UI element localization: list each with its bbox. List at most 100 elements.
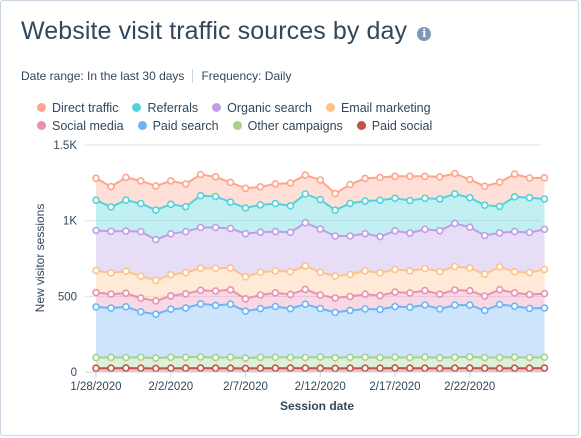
legend-dot-icon: [212, 103, 222, 112]
data-point: [331, 364, 340, 373]
data-point: [361, 266, 369, 275]
data-point: [256, 304, 265, 313]
chart-legend: Direct traffic Referrals Organic search Ema…: [37, 100, 467, 133]
data-point: [211, 223, 220, 232]
legend-item[interactable]: Organic search: [212, 100, 312, 115]
data-point: [211, 353, 220, 362]
data-point: [286, 353, 295, 362]
y-tick-label: 1.5K: [53, 140, 77, 152]
data-point: [256, 183, 265, 191]
data-point: [510, 193, 519, 201]
data-point: [167, 230, 175, 238]
data-point: [167, 270, 175, 279]
data-point: [301, 300, 310, 309]
data-point: [316, 304, 325, 313]
data-point: [271, 364, 280, 373]
data-point: [122, 227, 130, 235]
legend-item[interactable]: Paid social: [356, 118, 432, 133]
data-point: [256, 364, 265, 373]
data-point: [181, 364, 190, 373]
data-point: [92, 226, 100, 235]
data-point: [331, 232, 340, 240]
data-point: [540, 304, 549, 312]
data-point: [525, 268, 534, 277]
data-point: [480, 353, 489, 362]
data-point: [181, 304, 190, 312]
data-point: [167, 353, 175, 362]
data-point: [406, 289, 414, 297]
data-point: [211, 264, 220, 273]
data-point: [421, 301, 429, 309]
data-point: [435, 267, 444, 276]
data-point: [346, 292, 354, 301]
data-point: [301, 262, 310, 270]
data-point: [376, 269, 384, 277]
report-meta: Date range: In the last 30 days Frequenc…: [21, 69, 291, 83]
data-point: [331, 353, 340, 362]
data-point: [181, 202, 190, 211]
legend-item[interactable]: Social media: [37, 118, 124, 133]
data-point: [525, 290, 534, 299]
data-point: [271, 180, 280, 188]
data-point: [241, 354, 250, 362]
data-point: [391, 364, 399, 372]
legend-item[interactable]: Other campaigns: [232, 118, 343, 133]
data-point: [480, 270, 489, 278]
data-point: [92, 303, 100, 311]
data-point: [495, 229, 504, 237]
data-point: [122, 196, 130, 204]
data-point: [450, 353, 459, 362]
data-point: [301, 219, 310, 227]
data-point: [361, 364, 369, 373]
data-point: [346, 306, 354, 315]
data-point: [301, 190, 310, 198]
data-point: [226, 178, 235, 187]
data-point: [241, 364, 250, 373]
data-point: [271, 227, 280, 236]
data-point: [256, 268, 265, 277]
data-point: [480, 364, 489, 373]
data-point: [256, 291, 265, 299]
data-point: [465, 193, 474, 202]
data-point: [92, 196, 100, 204]
data-point: [167, 292, 175, 300]
info-icon[interactable]: i: [417, 26, 432, 41]
data-point: [406, 172, 414, 181]
data-point: [465, 175, 474, 184]
data-point: [181, 289, 190, 298]
data-point: [376, 173, 384, 182]
report-title: Website visit traffic sources by day: [21, 17, 408, 45]
data-point: [361, 174, 369, 183]
data-point: [107, 290, 115, 298]
data-point: [346, 180, 354, 189]
data-point: [107, 182, 115, 191]
data-point: [465, 286, 474, 295]
legend-item[interactable]: Referrals: [132, 100, 198, 115]
data-point: [510, 289, 519, 297]
data-point: [376, 364, 384, 373]
data-point: [391, 227, 399, 235]
legend-item[interactable]: Direct traffic: [37, 100, 118, 115]
data-point: [181, 268, 190, 277]
legend-label: Other campaigns: [247, 118, 343, 133]
data-point: [137, 353, 145, 362]
data-point: [376, 196, 384, 204]
data-point: [286, 228, 295, 237]
series-area: [96, 173, 545, 211]
data-point: [286, 364, 295, 372]
series-area: [96, 289, 545, 315]
data-point: [435, 290, 444, 299]
data-point: [122, 364, 130, 372]
data-point: [137, 227, 145, 236]
legend-item[interactable]: Paid search: [137, 118, 219, 133]
legend-item[interactable]: Email marketing: [325, 100, 431, 115]
data-point: [361, 290, 369, 299]
legend-dot-icon: [137, 121, 147, 130]
data-point: [241, 184, 250, 193]
data-point: [211, 301, 220, 310]
data-point: [421, 194, 429, 203]
data-point: [256, 228, 265, 236]
data-point: [450, 169, 459, 178]
data-point: [495, 285, 504, 294]
